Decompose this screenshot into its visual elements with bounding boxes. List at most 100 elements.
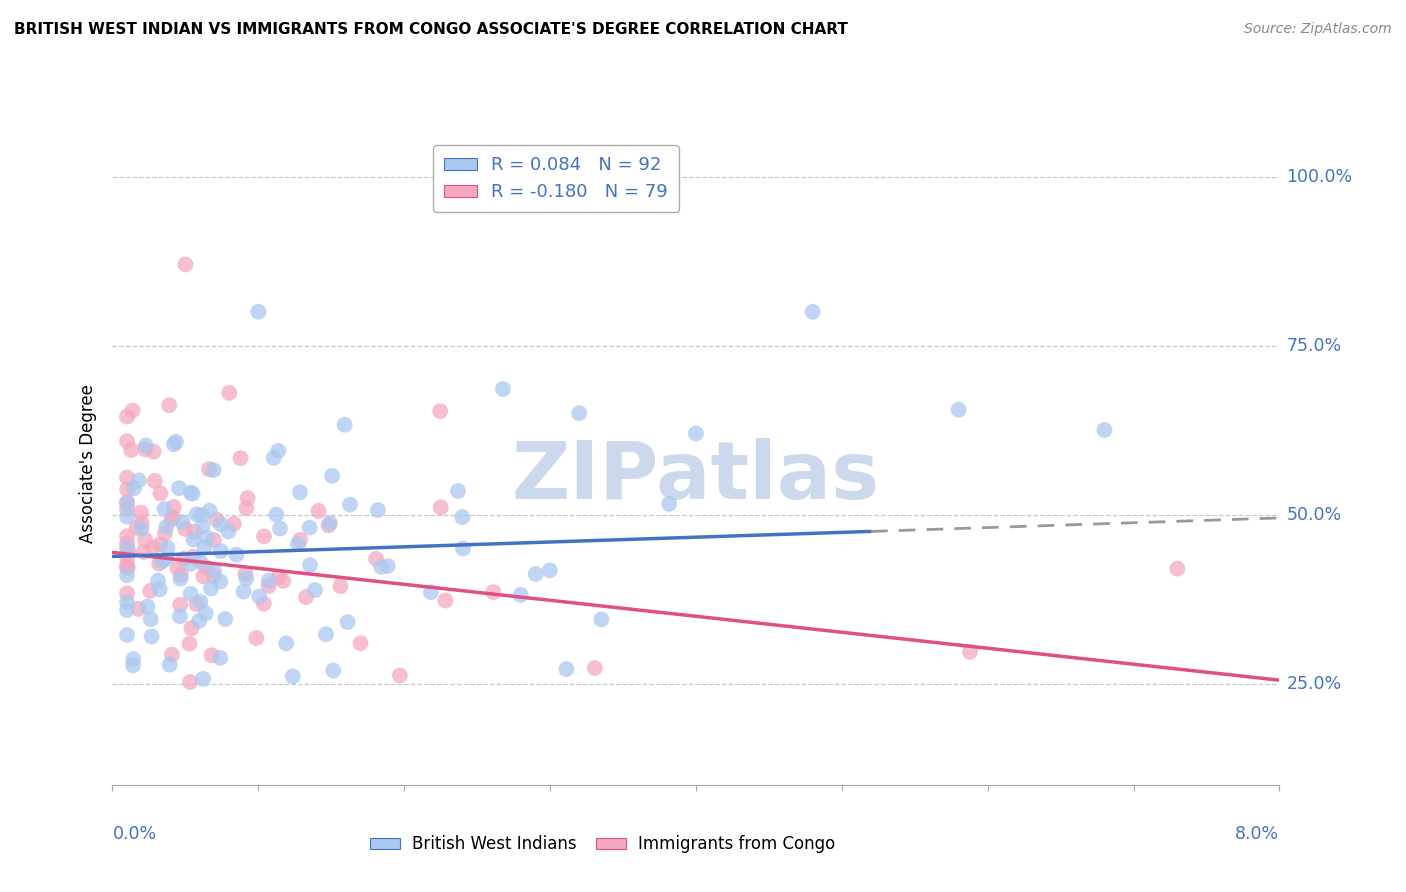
Point <box>451 541 474 556</box>
Point <box>214 612 236 626</box>
Point <box>339 498 361 512</box>
Point <box>186 597 208 611</box>
Point <box>198 504 221 518</box>
Text: Source: ZipAtlas.com: Source: ZipAtlas.com <box>1244 22 1392 37</box>
Text: BRITISH WEST INDIAN VS IMMIGRANTS FROM CONGO ASSOCIATE'S DEGREE CORRELATION CHAR: BRITISH WEST INDIAN VS IMMIGRANTS FROM C… <box>14 22 848 37</box>
Point <box>149 486 172 500</box>
Point <box>131 522 153 536</box>
Point <box>266 508 288 522</box>
Point <box>135 438 157 452</box>
Point <box>125 521 148 535</box>
Point <box>322 664 344 678</box>
Point <box>269 522 291 536</box>
Point <box>367 503 389 517</box>
Point <box>120 443 142 458</box>
Point <box>202 569 225 583</box>
Point <box>174 522 197 536</box>
Point <box>377 559 399 574</box>
Point <box>318 518 340 533</box>
Point <box>447 484 470 499</box>
Point <box>143 474 166 488</box>
Point <box>329 579 352 593</box>
Point <box>298 558 321 572</box>
Point <box>229 451 252 466</box>
Point <box>247 304 270 318</box>
Point <box>166 561 188 575</box>
Point <box>202 533 225 547</box>
Point <box>115 470 138 484</box>
Point <box>117 561 139 575</box>
Point <box>1166 561 1188 575</box>
Text: ZIPatlas: ZIPatlas <box>512 438 880 516</box>
Point <box>160 512 183 526</box>
Point <box>257 574 280 588</box>
Point <box>188 614 211 628</box>
Point <box>568 406 591 420</box>
Point <box>209 574 232 589</box>
Point <box>276 636 298 650</box>
Legend: British West Indians, Immigrants from Congo: British West Indians, Immigrants from Co… <box>363 829 842 860</box>
Point <box>267 443 290 458</box>
Point <box>304 583 326 598</box>
Point <box>388 668 411 682</box>
Point <box>271 574 294 588</box>
Point <box>201 648 224 663</box>
Point <box>538 563 561 577</box>
Point <box>115 603 138 617</box>
Point <box>191 519 214 533</box>
Point <box>180 621 202 635</box>
Point <box>247 590 270 604</box>
Point <box>482 585 505 599</box>
Point <box>146 574 169 588</box>
Point <box>583 661 606 675</box>
Point <box>132 545 155 559</box>
Point <box>193 541 215 555</box>
Point <box>117 551 139 566</box>
Point <box>115 568 138 582</box>
Point <box>202 564 225 578</box>
Point <box>141 630 163 644</box>
Point <box>245 631 267 645</box>
Point <box>127 602 149 616</box>
Point <box>209 517 232 532</box>
Point <box>155 519 177 533</box>
Point <box>181 486 204 500</box>
Point <box>222 516 245 531</box>
Point <box>115 628 138 642</box>
Point <box>159 657 181 672</box>
Point <box>155 552 177 566</box>
Point <box>153 502 176 516</box>
Point <box>267 570 290 584</box>
Point <box>555 662 578 676</box>
Point <box>948 402 970 417</box>
Point <box>205 512 228 526</box>
Text: 25.0%: 25.0% <box>1286 674 1341 692</box>
Point <box>117 543 139 558</box>
Point <box>236 491 259 505</box>
Point <box>136 599 159 614</box>
Point <box>115 409 138 424</box>
Point <box>115 541 138 556</box>
Point <box>235 501 257 516</box>
Y-axis label: Associate's Degree: Associate's Degree <box>79 384 97 543</box>
Point <box>232 584 254 599</box>
Point <box>149 537 172 551</box>
Point <box>115 595 138 609</box>
Point <box>115 509 138 524</box>
Point <box>115 529 138 543</box>
Point <box>202 463 225 477</box>
Point <box>257 579 280 593</box>
Point <box>150 554 173 568</box>
Point <box>183 524 205 539</box>
Point <box>333 417 356 432</box>
Point <box>115 502 138 516</box>
Point <box>142 541 165 555</box>
Point <box>190 595 212 609</box>
Point <box>288 533 311 547</box>
Point <box>157 398 180 412</box>
Point <box>134 533 156 547</box>
Point <box>419 585 441 599</box>
Point <box>235 566 257 581</box>
Point <box>142 444 165 458</box>
Point <box>492 382 515 396</box>
